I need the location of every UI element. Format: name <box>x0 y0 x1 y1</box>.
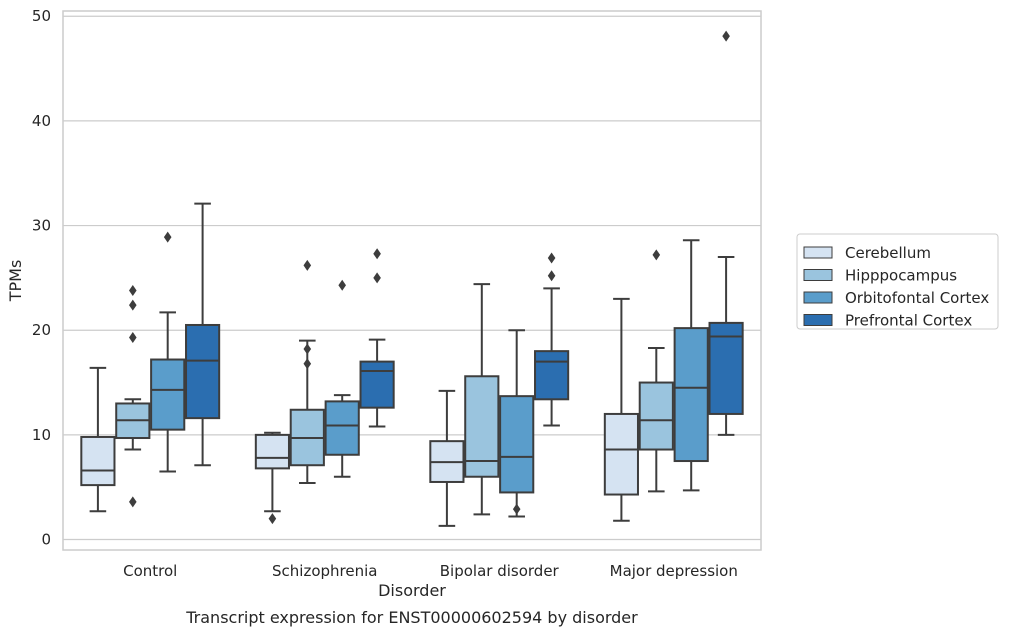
outlier-point <box>373 248 381 260</box>
box-plot <box>150 231 186 473</box>
outlier-point <box>303 343 312 355</box>
legend: Cerebellum Hipppocampus Orbitofontal Corte… <box>796 233 999 330</box>
box <box>254 433 290 470</box>
box-plot <box>429 389 465 527</box>
x-axis-label: Disorder <box>378 581 446 600</box>
outlier-point <box>338 279 346 291</box>
legend-entry: Orbitofontal Cortex <box>845 289 989 307</box>
box <box>534 350 570 401</box>
legend-swatch <box>803 291 833 304</box>
outlier-point <box>303 259 312 271</box>
box-plot <box>638 249 674 493</box>
box-plot <box>254 431 290 525</box>
box-plot <box>708 30 744 436</box>
box-plot <box>115 284 151 508</box>
outlier-point <box>652 249 661 261</box>
y-tick-label: 10 <box>32 426 51 444</box>
box <box>638 381 674 451</box>
y-tick-label: 20 <box>32 321 51 339</box>
box <box>603 412 639 496</box>
y-tick-labels: 0 10 20 30 40 50 <box>32 7 51 548</box>
legend-swatch <box>803 314 833 326</box>
y-tick-label: 40 <box>32 112 51 130</box>
outlier-point <box>547 252 556 264</box>
box <box>185 323 221 420</box>
x-tick-labels: Control Schizophrenia Bipolar disorder Majo… <box>123 562 738 580</box>
box-plot <box>673 239 709 492</box>
box-plot <box>534 252 570 427</box>
outlier-point <box>129 496 137 508</box>
box <box>499 395 535 494</box>
legend-frame <box>796 233 999 330</box>
y-tick-label: 0 <box>41 531 51 549</box>
y-axis-label: TPMs <box>6 260 25 303</box>
chart-caption: Transcript expression for ENST0000060259… <box>185 608 638 627</box>
outlier-point <box>163 231 172 243</box>
outlier-point <box>512 503 521 515</box>
box-plot <box>324 279 360 478</box>
outlier-point <box>373 272 381 284</box>
x-tick-label: Major depression <box>610 562 738 580</box>
box <box>464 375 500 478</box>
box-plot <box>80 366 116 513</box>
outlier-point <box>129 332 137 344</box>
box <box>673 327 709 463</box>
y-tick-label: 50 <box>32 7 51 25</box>
x-tick-label: Bipolar disorder <box>440 562 560 580</box>
legend-swatch <box>803 246 833 259</box>
box <box>359 360 395 409</box>
grid-lines <box>63 15 761 541</box>
box-plot <box>185 202 221 467</box>
outlier-point <box>303 358 312 370</box>
box-plot <box>464 283 500 516</box>
outlier-point <box>129 284 137 296</box>
legend-entry: Hipppocampus <box>845 267 957 285</box>
y-tick-label: 30 <box>32 217 51 235</box>
box-plot <box>499 329 535 518</box>
plot-frame <box>62 10 762 551</box>
box-plot <box>359 248 395 428</box>
x-tick-label: Control <box>123 562 177 580</box>
box-plots <box>80 30 744 527</box>
box <box>324 400 360 456</box>
box <box>150 358 186 431</box>
outlier-point <box>268 513 277 525</box>
box-plot <box>603 297 639 522</box>
legend-swatch <box>803 269 833 281</box>
box-plot <box>289 259 325 485</box>
legend-entry: Cerebellum <box>845 244 931 262</box>
outlier-point <box>129 299 137 311</box>
outlier-point <box>722 30 730 42</box>
outlier-point <box>547 270 556 282</box>
x-tick-label: Schizophrenia <box>272 562 377 580</box>
legend-entry: Prefrontal Cortex <box>845 312 972 330</box>
box <box>708 321 744 415</box>
box <box>80 435 116 487</box>
